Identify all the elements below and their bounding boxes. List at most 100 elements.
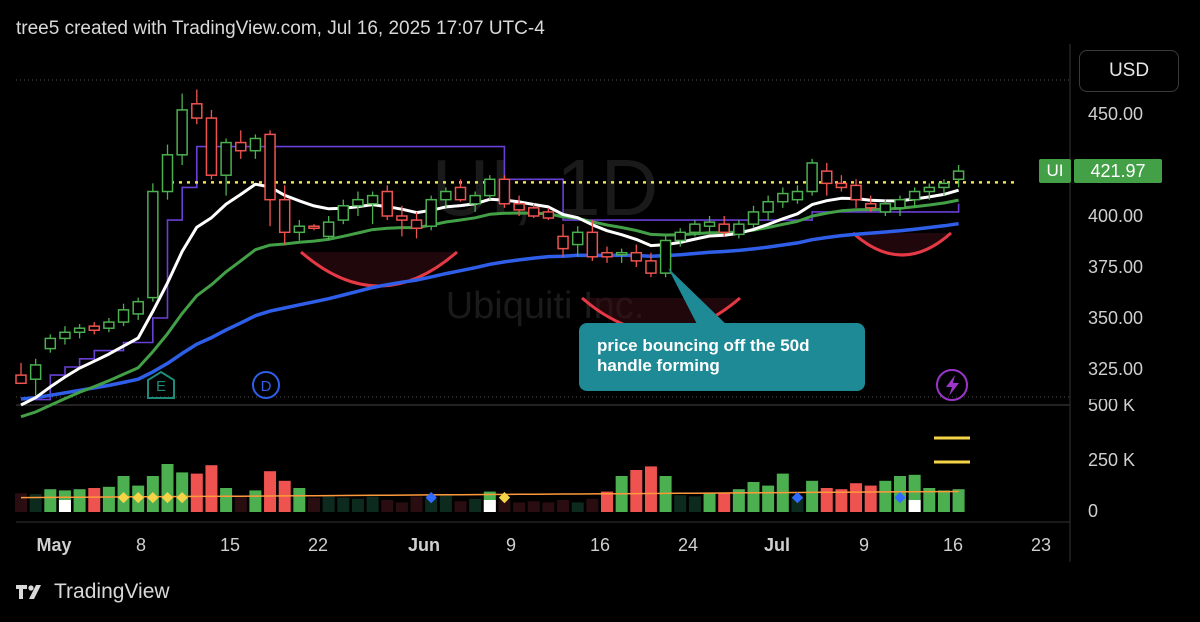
candle-body — [220, 141, 232, 176]
volume-tick-label: 250 K — [1088, 450, 1136, 470]
candle-body — [249, 137, 262, 152]
x-tick-label: 22 — [307, 535, 329, 555]
x-tick-label: 16 — [589, 535, 611, 555]
currency-button[interactable]: USD — [1079, 50, 1179, 92]
candle-body — [117, 309, 130, 323]
candle-body — [278, 198, 291, 234]
candle-body — [894, 198, 906, 209]
volume-bar — [351, 498, 364, 512]
volume-bar — [73, 489, 86, 512]
candle-body — [952, 170, 965, 181]
tradingview-logo-icon — [16, 585, 41, 599]
volume-bar — [410, 496, 423, 512]
candle-body — [850, 184, 862, 201]
candle-body — [352, 198, 364, 207]
volume-bar — [161, 464, 174, 512]
candle-body — [528, 207, 540, 217]
candle-body — [674, 231, 686, 242]
volume-bar — [732, 489, 745, 512]
candle-body — [762, 200, 774, 213]
candle-body — [777, 192, 789, 203]
volume-bar — [308, 497, 320, 512]
candle-body — [630, 251, 643, 262]
volume-bar — [674, 495, 687, 512]
candle-body — [938, 182, 950, 189]
volume-bar — [205, 465, 218, 512]
volume-average-line — [20, 490, 959, 499]
candle-body — [381, 190, 393, 217]
x-tick-label: 16 — [942, 535, 964, 555]
volume-bar — [102, 486, 115, 512]
candle-body — [396, 215, 408, 221]
price-tick-label: 350.00 — [1088, 308, 1144, 328]
price-tick-label: 400.00 — [1088, 206, 1144, 226]
x-tick-label: 9 — [505, 535, 517, 555]
volume-bar — [762, 485, 775, 512]
candle-body — [147, 190, 159, 299]
annotation-pointer — [668, 268, 732, 330]
volume-bar — [190, 473, 203, 512]
volume-bar — [527, 501, 540, 512]
volume-bar — [454, 501, 467, 512]
x-tick-label: 23 — [1030, 535, 1052, 555]
candle-body — [601, 251, 613, 258]
volume-bar — [264, 471, 277, 512]
volume-bar — [644, 466, 657, 512]
volume-bar — [44, 489, 57, 512]
volume-diamond — [176, 491, 188, 504]
ema-21-line — [20, 198, 959, 419]
candle-body — [205, 117, 218, 176]
price-tick-label: 375.00 — [1088, 257, 1144, 277]
annotation-line-1: price bouncing off the 50d — [597, 336, 810, 355]
volume-bar — [586, 498, 599, 512]
candle-body — [498, 178, 511, 205]
volume-tick-label: 500 K — [1088, 399, 1136, 413]
candle-body — [879, 203, 892, 213]
annotation-callout: price bouncing off the 50d handle formin… — [579, 323, 865, 391]
volume-bar — [322, 496, 335, 512]
volume-bar — [293, 488, 306, 512]
volume-bar — [88, 488, 101, 512]
volume-bar — [220, 488, 233, 512]
volume-bar — [747, 482, 760, 512]
candle-body — [410, 219, 423, 229]
candle-body — [586, 231, 599, 258]
volume-bar — [923, 488, 936, 512]
candle-body — [29, 364, 42, 380]
volume-bar — [542, 502, 555, 512]
x-tick-label: May — [36, 535, 72, 555]
volume-tick-label: 0 — [1088, 501, 1099, 521]
candle-body — [88, 325, 100, 331]
volume-bar — [425, 498, 438, 512]
candle-body — [59, 331, 71, 340]
volume-bar — [703, 492, 716, 512]
volume-bar — [469, 498, 482, 512]
volume-diamond — [498, 491, 511, 504]
volume-bar — [688, 496, 701, 512]
x-tick-label: 8 — [135, 535, 147, 555]
volume-bar — [366, 496, 379, 512]
volume-bar — [498, 500, 511, 512]
candle-body — [484, 178, 496, 197]
dividend-marker-label: D — [261, 378, 272, 395]
x-tick-label: Jul — [763, 535, 791, 555]
tradingview-logo[interactable]: TradingView — [16, 580, 170, 604]
candle-body — [571, 231, 584, 246]
last-price-badge: 421.97 — [1074, 159, 1162, 183]
candle-body — [733, 223, 745, 236]
candle-body — [835, 182, 848, 189]
candle-body — [132, 300, 144, 315]
tradingview-brand: TradingView — [54, 580, 170, 603]
volume-bar — [864, 485, 877, 512]
volume-bar — [937, 490, 950, 512]
candle-body — [161, 154, 174, 193]
x-tick-label: Jun — [407, 535, 441, 555]
ma-50-line — [20, 221, 959, 401]
candle-body — [864, 203, 877, 209]
volume-diamond — [894, 491, 906, 504]
volume-bar — [718, 492, 731, 512]
volume-bar — [791, 496, 804, 512]
candle-body — [747, 211, 760, 225]
candle-body — [103, 321, 115, 329]
volume-bar — [381, 500, 394, 512]
